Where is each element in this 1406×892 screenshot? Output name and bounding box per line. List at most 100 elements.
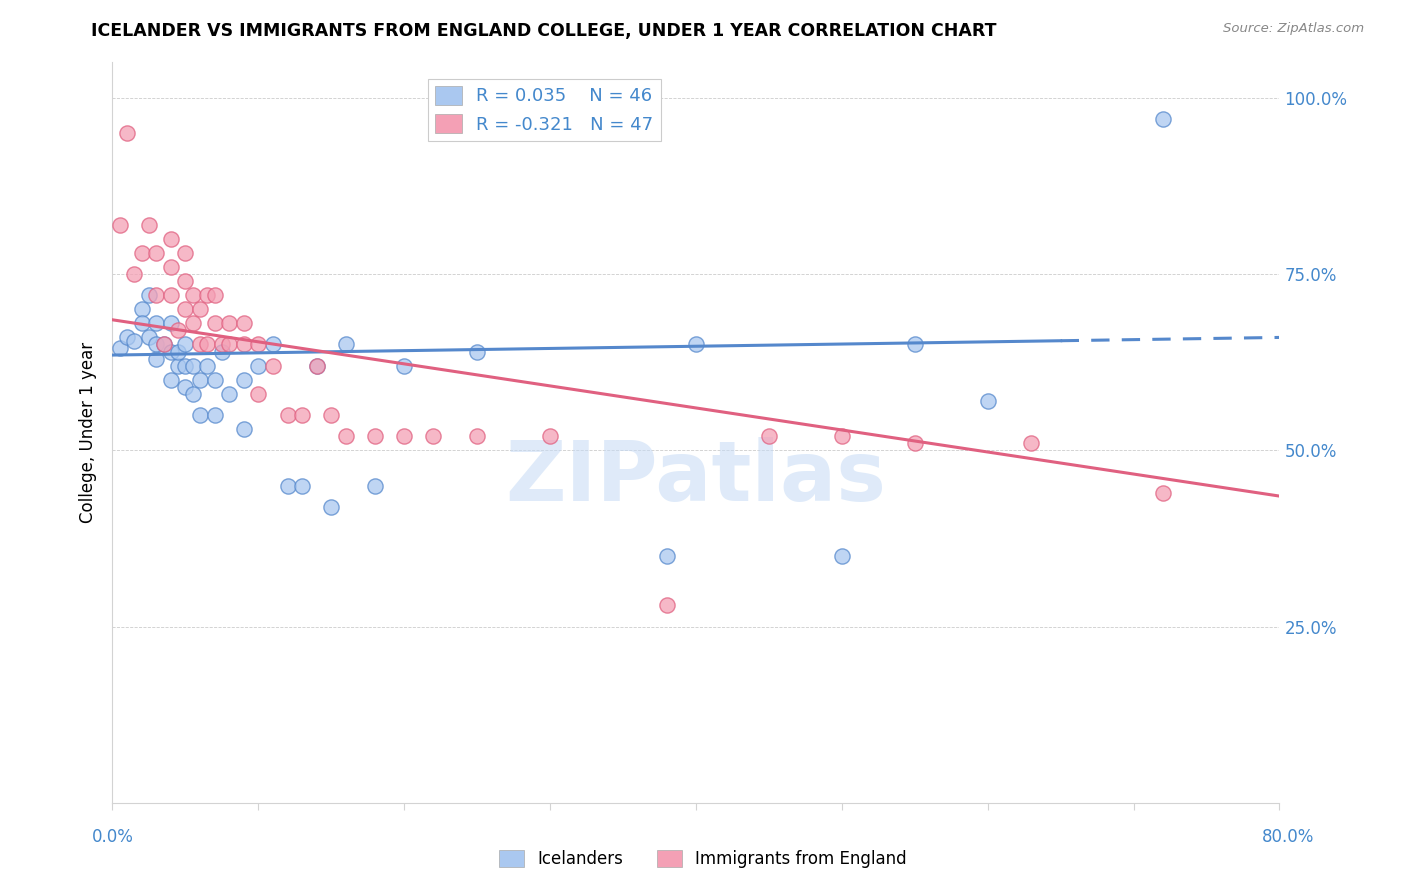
- Point: [174, 337, 197, 351]
- Point: [108, 341, 131, 355]
- Point: [181, 316, 204, 330]
- Point: [115, 330, 138, 344]
- Point: [1021, 436, 1043, 450]
- Point: [174, 245, 197, 260]
- Legend: R = 0.035    N = 46, R = -0.321   N = 47: R = 0.035 N = 46, R = -0.321 N = 47: [427, 78, 661, 141]
- Point: [291, 408, 314, 422]
- Point: [276, 408, 298, 422]
- Point: [276, 478, 298, 492]
- Point: [131, 245, 153, 260]
- Point: [465, 429, 488, 443]
- Point: [195, 359, 218, 373]
- Text: Source: ZipAtlas.com: Source: ZipAtlas.com: [1223, 22, 1364, 36]
- Point: [321, 408, 343, 422]
- Text: ICELANDER VS IMMIGRANTS FROM ENGLAND COLLEGE, UNDER 1 YEAR CORRELATION CHART: ICELANDER VS IMMIGRANTS FROM ENGLAND COL…: [91, 22, 997, 40]
- Point: [232, 337, 254, 351]
- Point: [305, 359, 328, 373]
- Point: [335, 429, 357, 443]
- Point: [145, 337, 167, 351]
- Point: [174, 302, 197, 317]
- Legend: Icelanders, Immigrants from England: Icelanders, Immigrants from England: [492, 843, 914, 875]
- Point: [831, 549, 853, 563]
- Point: [152, 337, 174, 351]
- Point: [394, 359, 416, 373]
- Point: [1152, 112, 1174, 126]
- Point: [262, 337, 284, 351]
- Point: [321, 500, 343, 514]
- Point: [211, 337, 233, 351]
- Point: [364, 429, 387, 443]
- Point: [160, 373, 183, 387]
- Point: [218, 337, 240, 351]
- Point: [655, 599, 678, 613]
- Point: [108, 218, 131, 232]
- Point: [181, 288, 204, 302]
- Point: [904, 337, 927, 351]
- Point: [115, 126, 138, 140]
- Point: [131, 316, 153, 330]
- Point: [247, 387, 270, 401]
- Point: [394, 429, 416, 443]
- Point: [247, 337, 270, 351]
- Point: [232, 316, 254, 330]
- Point: [831, 429, 853, 443]
- Point: [167, 359, 190, 373]
- Point: [655, 549, 678, 563]
- Point: [685, 337, 707, 351]
- Point: [167, 344, 190, 359]
- Point: [538, 429, 561, 443]
- Point: [160, 260, 183, 274]
- Point: [465, 344, 488, 359]
- Point: [167, 323, 190, 337]
- Point: [124, 334, 146, 348]
- Point: [364, 478, 387, 492]
- Text: ZIPatlas: ZIPatlas: [506, 436, 886, 517]
- Point: [976, 393, 998, 408]
- Point: [211, 344, 233, 359]
- Point: [174, 380, 197, 394]
- Point: [232, 373, 254, 387]
- Point: [904, 436, 927, 450]
- Point: [174, 274, 197, 288]
- Text: 80.0%: 80.0%: [1263, 828, 1315, 846]
- Point: [160, 288, 183, 302]
- Point: [181, 359, 204, 373]
- Point: [145, 351, 167, 366]
- Point: [204, 373, 226, 387]
- Y-axis label: College, Under 1 year: College, Under 1 year: [79, 342, 97, 524]
- Point: [247, 359, 270, 373]
- Point: [218, 387, 240, 401]
- Point: [124, 267, 146, 281]
- Point: [218, 316, 240, 330]
- Point: [422, 429, 444, 443]
- Point: [160, 316, 183, 330]
- Point: [188, 302, 211, 317]
- Text: 0.0%: 0.0%: [91, 828, 134, 846]
- Point: [131, 302, 153, 317]
- Point: [152, 337, 174, 351]
- Point: [204, 288, 226, 302]
- Point: [145, 288, 167, 302]
- Point: [188, 373, 211, 387]
- Point: [181, 387, 204, 401]
- Point: [195, 288, 218, 302]
- Point: [160, 344, 183, 359]
- Point: [145, 316, 167, 330]
- Point: [335, 337, 357, 351]
- Point: [188, 408, 211, 422]
- Point: [204, 408, 226, 422]
- Point: [758, 429, 780, 443]
- Point: [188, 337, 211, 351]
- Point: [145, 245, 167, 260]
- Point: [138, 288, 160, 302]
- Point: [232, 422, 254, 436]
- Point: [305, 359, 328, 373]
- Point: [138, 218, 160, 232]
- Point: [174, 359, 197, 373]
- Point: [160, 232, 183, 246]
- Point: [291, 478, 314, 492]
- Point: [262, 359, 284, 373]
- Point: [195, 337, 218, 351]
- Point: [138, 330, 160, 344]
- Point: [1152, 485, 1174, 500]
